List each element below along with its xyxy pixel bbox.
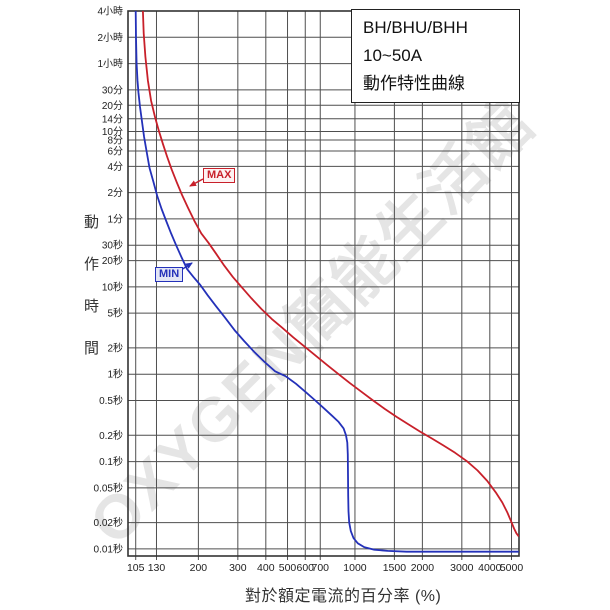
x-axis-title: 對於額定電流的百分率 (%): [245, 588, 442, 605]
y-tick-label: 0.1秒: [99, 455, 123, 468]
y-tick-label: 0.05秒: [94, 481, 123, 494]
y-tick-label: 30分: [102, 84, 123, 96]
y-tick-label: 1分: [107, 213, 123, 225]
title-curve-name: 動作特性曲線: [363, 74, 465, 93]
x-tick-label: 200: [190, 562, 208, 574]
y-tick-label: 14分: [102, 113, 123, 125]
title-current-range: 10~50A: [363, 46, 423, 65]
x-tick-label: 400: [257, 562, 275, 574]
x-tick-label: 130: [148, 562, 166, 574]
x-tick-label: 500: [279, 562, 297, 574]
y-tick-label: 1秒: [107, 368, 123, 381]
y-axis-title: 動作時間: [82, 214, 99, 382]
y-tick-label: 6分: [107, 145, 123, 157]
max-curve: [142, 11, 519, 537]
x-tick-label: 4000: [478, 562, 502, 574]
min-curve: [134, 11, 519, 553]
y-tick-label: 0.5秒: [99, 394, 123, 407]
y-tick-label: 0.2秒: [99, 429, 123, 442]
x-tick-label: 700: [311, 562, 329, 574]
y-tick-label: 2分: [107, 187, 123, 199]
x-tick-label: 2000: [411, 562, 435, 574]
x-tick-label: 3000: [450, 562, 474, 574]
y-tick-label: 5秒: [107, 307, 123, 320]
min-curve-label: MIN: [155, 267, 184, 282]
y-tick-label: 1小時: [97, 58, 123, 70]
y-tick-label: 2小時: [97, 32, 123, 44]
y-tick-label: 4分: [107, 161, 123, 173]
x-tick-label: 105: [127, 562, 145, 574]
plot-border: [127, 10, 520, 557]
y-tick-label: 8分: [107, 135, 123, 147]
y-tick-label: 4小時: [97, 6, 123, 18]
y-tick-label: 0.01秒: [94, 542, 123, 555]
x-tick-label: 5000: [500, 562, 524, 574]
x-tick-label: 1500: [383, 562, 407, 574]
x-tick-label: 300: [229, 562, 247, 574]
y-tick-label: 20分: [102, 100, 123, 112]
title-model-range: BH/BHU/BHH: [363, 18, 468, 37]
x-tick-label: 1000: [343, 562, 367, 574]
x-tick-label: 600: [296, 562, 314, 574]
max-curve-label: MAX: [203, 168, 236, 183]
max-callout-arrow: [189, 178, 204, 187]
y-tick-label: 2秒: [107, 341, 123, 354]
y-tick-label: 0.02秒: [94, 516, 123, 529]
chart-title-box: BH/BHU/BHH 10~50A 動作特性曲線: [351, 9, 520, 103]
y-tick-label: 20秒: [102, 254, 123, 267]
y-tick-label: 10秒: [102, 280, 123, 293]
y-tick-label: 10分: [102, 126, 123, 138]
y-tick-label: 30秒: [102, 239, 123, 252]
